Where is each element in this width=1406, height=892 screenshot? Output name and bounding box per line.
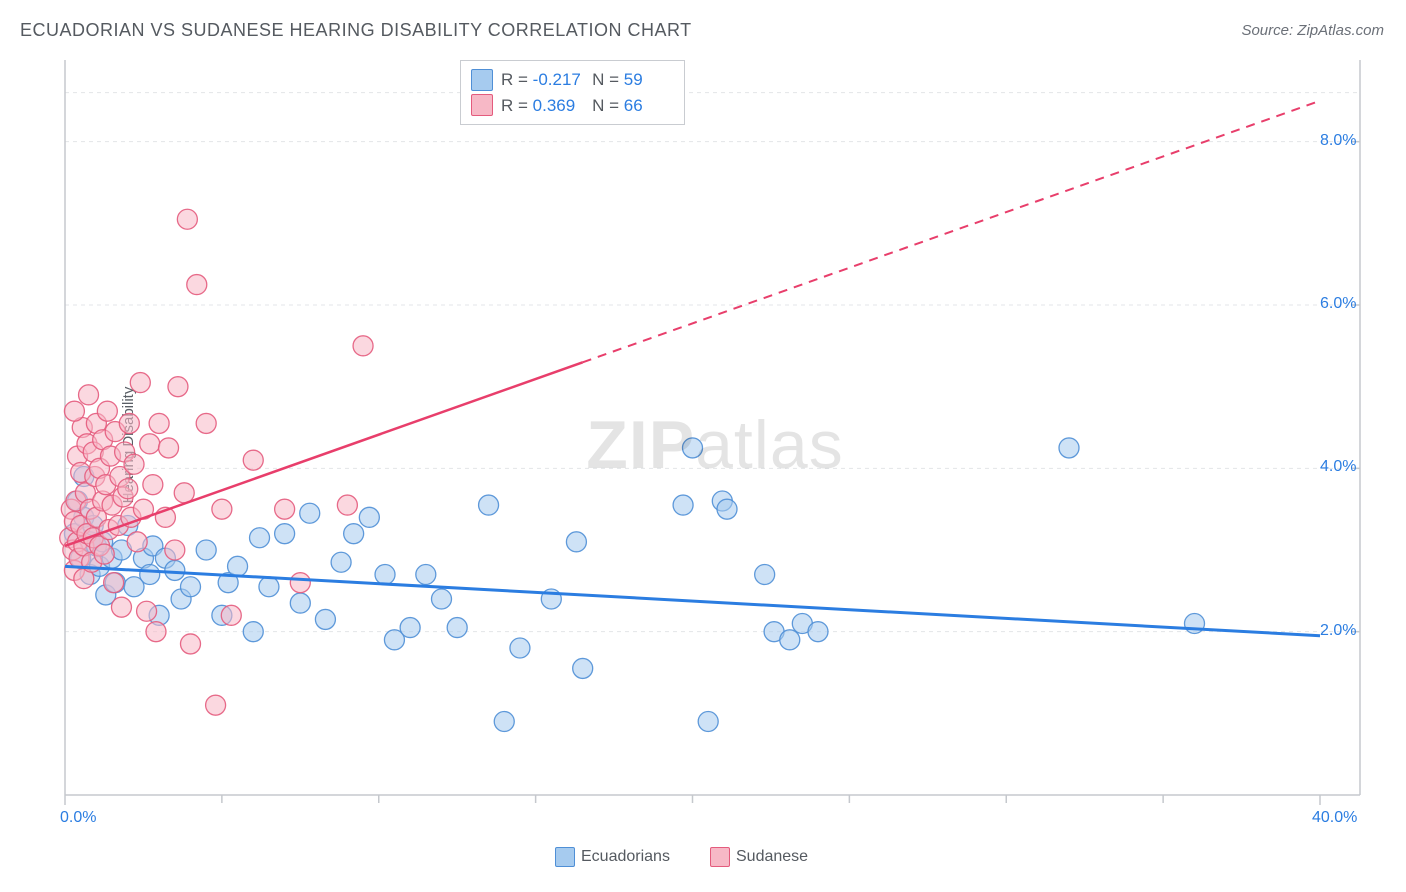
axis-tick-label: 6.0% bbox=[1320, 295, 1356, 313]
axis-tick-label: 0.0% bbox=[60, 809, 96, 827]
correlation-legend-row: R = 0.369 N = 66 bbox=[471, 93, 674, 119]
chart-title: ECUADORIAN VS SUDANESE HEARING DISABILIT… bbox=[20, 20, 692, 41]
chart-area: Hearing Disability ZIPatlas bbox=[55, 55, 1375, 835]
legend-swatch bbox=[710, 847, 730, 867]
legend-label: Ecuadorians bbox=[581, 848, 670, 866]
legend-label: Sudanese bbox=[736, 848, 808, 866]
series-legend-item: Sudanese bbox=[710, 847, 808, 867]
chart-root: ECUADORIAN VS SUDANESE HEARING DISABILIT… bbox=[0, 0, 1406, 892]
correlation-legend: R = -0.217 N = 59R = 0.369 N = 66 bbox=[460, 60, 685, 125]
legend-swatch bbox=[471, 69, 493, 91]
axis-tick-label: 8.0% bbox=[1320, 132, 1356, 150]
legend-r-text: R = 0.369 N = 66 bbox=[501, 93, 674, 119]
correlation-legend-row: R = -0.217 N = 59 bbox=[471, 67, 674, 93]
axis-tick-label: 4.0% bbox=[1320, 458, 1356, 476]
scatter-plot-svg bbox=[55, 55, 1375, 835]
legend-swatch bbox=[555, 847, 575, 867]
axis-tick-label: 2.0% bbox=[1320, 622, 1356, 640]
source-label: Source: ZipAtlas.com bbox=[1241, 22, 1384, 39]
legend-r-text: R = -0.217 N = 59 bbox=[501, 67, 674, 93]
legend-swatch bbox=[471, 94, 493, 116]
axis-tick-label: 40.0% bbox=[1312, 809, 1357, 827]
series-legend-item: Ecuadorians bbox=[555, 847, 670, 867]
